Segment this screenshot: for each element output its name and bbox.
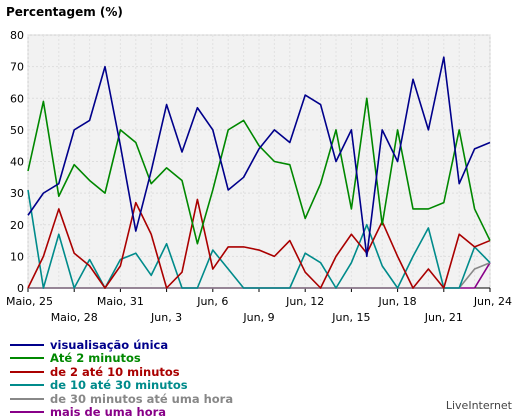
legend-label: de 30 minutos até uma hora [50, 392, 233, 406]
legend-swatch [10, 344, 44, 346]
x-tick-label: Jun, 6 [196, 295, 228, 308]
legend-swatch [10, 371, 44, 373]
x-tick-label: Jun, 9 [242, 311, 274, 324]
x-tick-label: Maio, 31 [97, 295, 144, 308]
x-tick-label: Jun, 18 [378, 295, 417, 308]
y-tick-label: 30 [10, 187, 24, 200]
x-tick-label: Jun, 21 [424, 311, 463, 324]
brand-label: LiveInternet [446, 399, 512, 412]
legend-swatch [10, 398, 44, 400]
legend-label: de 2 até 10 minutos [50, 365, 180, 379]
y-tick-label: 0 [17, 282, 24, 295]
x-tick-label: Jun, 15 [331, 311, 370, 324]
legend-item: de 30 minutos até uma hora [10, 392, 233, 406]
y-tick-label: 70 [10, 61, 24, 74]
y-tick-label: 50 [10, 124, 24, 137]
legend-label: Até 2 minutos [50, 351, 141, 365]
legend-swatch [10, 384, 44, 386]
legend-label: de 10 até 30 minutos [50, 378, 188, 392]
legend-item: de 10 até 30 minutos [10, 379, 233, 393]
chart-title: Percentagem (%) [6, 5, 123, 19]
legend-item: visualisação única [10, 338, 233, 352]
legend-label: visualisação única [50, 338, 168, 352]
y-tick-label: 10 [10, 250, 24, 263]
y-tick-label: 80 [10, 29, 24, 42]
legend-item: mais de uma hora [10, 406, 233, 419]
legend-swatch [10, 411, 44, 413]
line-chart: 0 10 20 30 40 50 60 70 80 Maio, 25 Maio, 28 Maio, 3… [0, 0, 520, 330]
legend: visualisação única Até 2 minutos de 2 at… [10, 338, 233, 419]
legend-label: mais de uma hora [50, 405, 166, 419]
x-tick-label: Maio, 28 [51, 311, 98, 324]
y-tick-label: 40 [10, 156, 24, 169]
legend-item: Até 2 minutos [10, 352, 233, 366]
x-tick-label: Maio, 25 [6, 295, 53, 308]
x-tick-label: Jun, 3 [150, 311, 182, 324]
x-tick-label: Jun, 12 [285, 295, 324, 308]
y-tick-label: 20 [10, 219, 24, 232]
x-tick-label: Jun, 24 [473, 295, 512, 308]
legend-swatch [10, 357, 44, 359]
y-tick-label: 60 [10, 92, 24, 105]
legend-item: de 2 até 10 minutos [10, 365, 233, 379]
